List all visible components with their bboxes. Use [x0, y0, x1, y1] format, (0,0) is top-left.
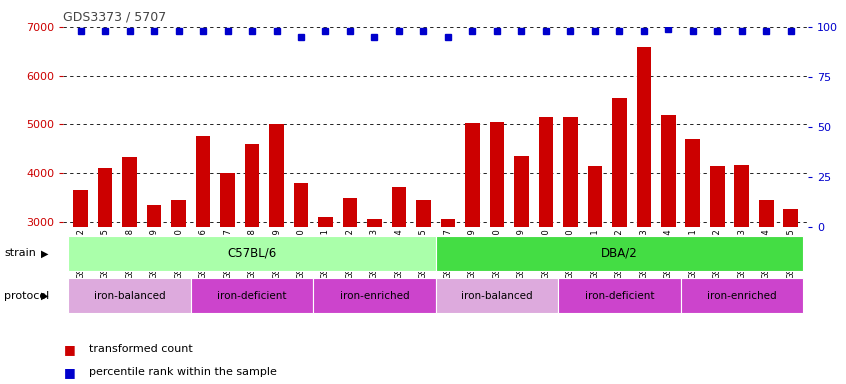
Bar — [343, 198, 357, 368]
Bar — [220, 173, 235, 368]
Text: iron-enriched: iron-enriched — [339, 291, 409, 301]
Bar — [612, 98, 627, 368]
Bar — [783, 209, 798, 368]
Text: iron-deficient: iron-deficient — [585, 291, 654, 301]
Text: strain: strain — [4, 248, 36, 258]
Bar — [392, 187, 406, 368]
Bar — [558, 278, 680, 313]
Bar — [636, 47, 651, 368]
Bar — [313, 278, 436, 313]
Bar — [685, 139, 700, 368]
Text: protocol: protocol — [4, 291, 49, 301]
Bar — [465, 123, 480, 368]
Bar — [680, 278, 803, 313]
Bar — [294, 183, 308, 368]
Text: percentile rank within the sample: percentile rank within the sample — [89, 367, 277, 377]
Bar — [367, 219, 382, 368]
Bar — [587, 166, 602, 368]
Bar — [74, 190, 88, 368]
Text: ■: ■ — [63, 343, 75, 356]
Text: ■: ■ — [63, 366, 75, 379]
Text: ▶: ▶ — [41, 248, 48, 258]
Bar — [514, 156, 529, 368]
Text: iron-enriched: iron-enriched — [707, 291, 777, 301]
Bar — [441, 219, 455, 368]
Bar — [734, 165, 750, 368]
Bar — [146, 205, 162, 368]
Bar — [436, 236, 803, 271]
Bar — [69, 278, 191, 313]
Bar — [416, 200, 431, 368]
Bar — [661, 114, 676, 368]
Bar — [539, 117, 553, 368]
Text: iron-balanced: iron-balanced — [94, 291, 165, 301]
Bar — [244, 144, 260, 368]
Bar — [563, 117, 578, 368]
Bar — [69, 236, 436, 271]
Bar — [122, 157, 137, 368]
Text: transformed count: transformed count — [89, 344, 193, 354]
Bar — [171, 200, 186, 368]
Bar — [436, 278, 558, 313]
Bar — [490, 122, 504, 368]
Text: GDS3373 / 5707: GDS3373 / 5707 — [63, 10, 167, 23]
Text: DBA/2: DBA/2 — [601, 247, 638, 260]
Bar — [191, 278, 313, 313]
Bar — [195, 136, 211, 368]
Bar — [710, 166, 725, 368]
Text: iron-deficient: iron-deficient — [217, 291, 287, 301]
Bar — [269, 124, 284, 368]
Bar — [759, 200, 773, 368]
Bar — [318, 217, 332, 368]
Text: C57BL/6: C57BL/6 — [228, 247, 277, 260]
Text: ▶: ▶ — [41, 291, 48, 301]
Bar — [98, 168, 113, 368]
Text: iron-balanced: iron-balanced — [461, 291, 533, 301]
